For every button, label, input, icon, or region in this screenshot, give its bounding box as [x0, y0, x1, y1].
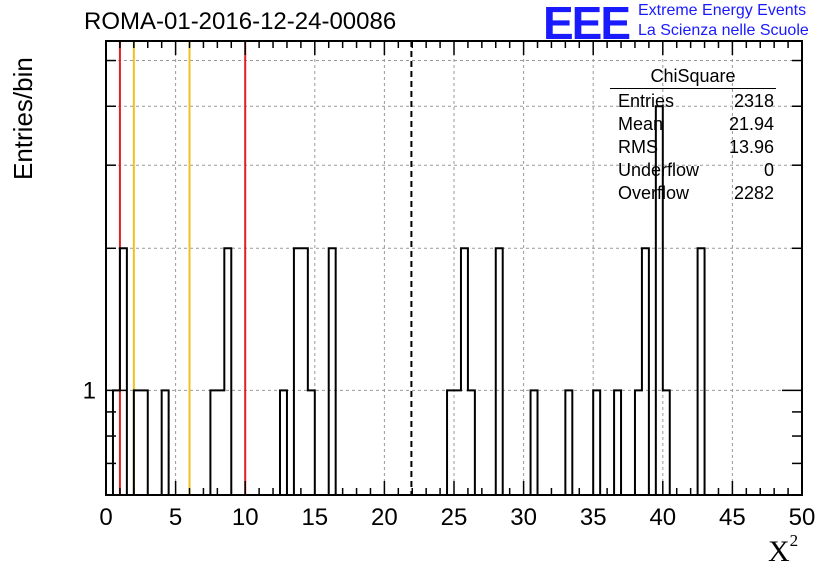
stats-row-mean: Mean 21.94	[610, 113, 776, 136]
x-tick-label: 15	[301, 504, 328, 531]
stats-row-underflow: Underflow 0	[610, 159, 776, 182]
stats-row-rms: RMS 13.96	[610, 136, 776, 159]
y-tick-labels: 1	[83, 377, 96, 404]
stat-label: Overflow	[618, 183, 690, 203]
x-tick-label: 0	[99, 504, 112, 531]
x-axis-label-superscript: 2	[789, 531, 799, 550]
logo-line-2: La Scienza nelle Scuole	[638, 22, 809, 39]
stat-label: Entries	[618, 91, 675, 111]
stats-row-entries: Entries 2318	[610, 90, 776, 113]
x-tick-label: 30	[510, 504, 537, 531]
stat-value: 21.94	[728, 114, 774, 134]
y-tick-label: 1	[83, 377, 96, 404]
x-tick-labels: 0 5 10 15 20 25 30 35 40 45 50	[99, 504, 815, 531]
histogram-outline	[106, 105, 802, 496]
stat-value: 2282	[733, 183, 774, 203]
stat-label: Underflow	[618, 160, 700, 180]
y-axis-label: Entries/bin	[8, 57, 38, 180]
x-tick-label: 45	[719, 504, 746, 531]
x-tick-label: 5	[169, 504, 182, 531]
x-tick-label: 50	[789, 504, 816, 531]
stat-value: 0	[763, 160, 774, 180]
logo-mark: EEE	[543, 0, 631, 49]
vertical-markers	[118, 41, 413, 495]
stat-label: Mean	[618, 114, 664, 134]
stats-row-overflow: Overflow 2282	[610, 182, 776, 205]
chart-title: ROMA-01-2016-12-24-00086	[84, 8, 397, 35]
logo-line-1: Extreme Energy Events	[638, 2, 807, 19]
stat-label: RMS	[618, 137, 658, 157]
x-tick-label: 35	[580, 504, 607, 531]
x-tick-label: 20	[371, 504, 398, 531]
stats-box: ChiSquare Entries 2318 Mean 21.94 RMS 13.96…	[610, 66, 776, 205]
plot-frame	[105, 40, 803, 496]
x-tick-label: 10	[232, 504, 259, 531]
stat-value: 2318	[733, 91, 774, 111]
x-axis-label: X2	[768, 531, 798, 569]
x-axis-label-base: X	[768, 535, 790, 568]
x-tick-label: 40	[649, 504, 676, 531]
stats-title: ChiSquare	[610, 66, 776, 89]
stat-value: 13.96	[728, 137, 774, 157]
x-tick-label: 25	[441, 504, 468, 531]
